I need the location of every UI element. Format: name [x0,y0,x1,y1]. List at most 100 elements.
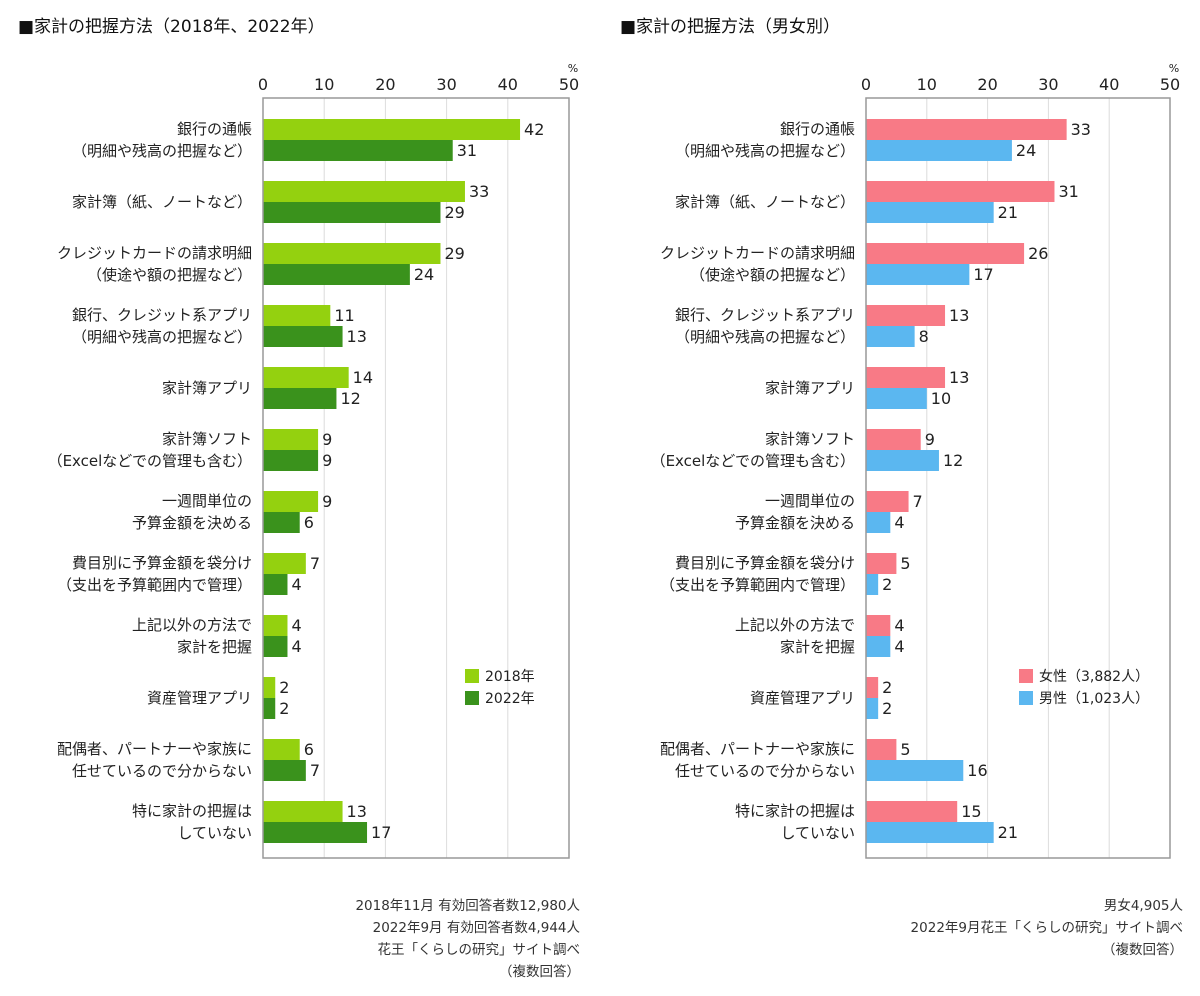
chart2-legend-label: 男性（1,023人） [1039,691,1149,707]
chart1-source-note: 2018年11月 有効回答者数12,980人 [355,897,580,914]
chart1-data-label: 9 [322,451,332,470]
chart2-data-label: 24 [1016,141,1036,160]
chart1-data-label: 4 [291,637,301,656]
chart2-data-label: 31 [1058,182,1078,201]
chart1-bar-2 [263,698,276,719]
chart1-category-label: 上記以外の方法で [132,616,252,634]
chart2-bar-2 [866,326,915,347]
chart2-category-label: 家計を把握 [780,638,855,656]
chart2-source-note: 男女4,905人 [1104,897,1184,914]
chart2-category-label: していない [780,824,855,842]
chart2-data-label: 2 [882,678,892,697]
chart2-category-label: 配偶者、パートナーや家族に [660,740,855,758]
chart2-category-label: クレジットカードの請求明細 [660,244,855,262]
chart1-bar-1 [263,801,343,822]
chart1-data-label: 4 [291,575,301,594]
chart1-category-label: 費目別に予算金額を袋分け [72,554,252,572]
chart2-data-label: 8 [919,327,929,346]
chart2-data-label: 13 [949,306,969,325]
chart2-category-label: 家計簿アプリ [765,379,855,397]
chart2-data-label: 2 [882,575,892,594]
chart1-bar-1 [263,181,465,202]
chart2-data-label: 33 [1071,120,1091,139]
chart1-category-label: （明細や残高の把握など） [72,142,252,160]
chart2-data-label: 12 [943,451,963,470]
chart2-category-label: 一週間単位の [765,492,855,510]
chart1-category-label: 家計簿アプリ [162,379,252,397]
chart2-data-label: 10 [931,389,951,408]
chart2-legend-label: 女性（3,882人） [1039,668,1149,685]
chart2-category-label: 銀行、クレジット系アプリ [675,306,855,324]
chart1-category-label: 予算金額を決める [132,514,252,532]
chart1-tick-label: 0 [258,75,268,94]
chart1-tick-label: 10 [314,75,334,94]
chart1-data-label: 2 [279,699,289,718]
chart1-bar-1 [263,491,319,512]
chart2-tick-label: 20 [977,75,997,94]
chart1-category-label: 家計簿ソフト [162,430,252,448]
chart2-source-note: 2022年9月花王「くらしの研究」サイト調べ [911,920,1183,936]
chart1-bar-1 [263,305,331,326]
chart1-category-label: 銀行、クレジット系アプリ [72,306,252,324]
chart2-tick-label: 10 [917,75,937,94]
chart1-bar-2 [263,636,288,657]
chart2-bar-2 [866,636,891,657]
chart1-tick-label: 40 [498,75,518,94]
chart1-legend-label: 2022年 [485,691,535,707]
chart1-data-label: 42 [524,120,544,139]
chart2-category-label: 上記以外の方法で [735,616,855,634]
chart2-data-label: 4 [894,637,904,656]
chart2-bar-1 [866,367,946,388]
chart2-tick-label: 40 [1099,75,1119,94]
chart2-data-label: 4 [894,513,904,532]
chart2-bar-1 [866,801,958,822]
chart1-tick-label: 50 [559,75,579,94]
chart1-data-label: 7 [310,761,320,780]
chart1-data-label: 9 [322,492,332,511]
chart1-legend-swatch [465,691,479,705]
chart1-data-label: 13 [347,327,367,346]
chart2-bar-1 [866,119,1067,140]
chart2-unit-label: % [1169,62,1179,75]
chart2-bar-1 [866,305,946,326]
chart2-bar-1 [866,243,1025,264]
chart2-category-label: （支出を予算範囲内で管理） [660,576,855,594]
chart1-category-label: （Excelなどでの管理も含む） [48,452,252,470]
chart1-data-label: 2 [279,678,289,697]
chart1-bar-1 [263,243,441,264]
chart2-bar-1 [866,739,897,760]
chart2-data-label: 16 [967,761,987,780]
chart1-data-label: 17 [371,823,391,842]
chart2-category-label: 資産管理アプリ [750,689,855,707]
chart1-data-label: 31 [457,141,477,160]
chart1-data-label: 13 [347,802,367,821]
chart2-bar-2 [866,698,879,719]
chart2-data-label: 9 [925,430,935,449]
chart2-category-label: （Excelなどでの管理も含む） [651,452,855,470]
chart1-category-label: クレジットカードの請求明細 [57,244,252,262]
chart1-data-label: 6 [304,740,314,759]
chart2-legend-swatch [1019,669,1033,683]
chart2-bar-2 [866,450,939,471]
chart1-category-label: 家計簿（紙、ノートなど） [72,193,252,211]
chart2-data-label: 4 [894,616,904,635]
chart1-bar-1 [263,119,521,140]
chart2-category-label: 特に家計の把握は [735,802,855,820]
chart1-data-label: 24 [414,265,434,284]
chart2-category-label: 家計簿ソフト [765,430,855,448]
chart2-data-label: 7 [913,492,923,511]
chart2-bar-2 [866,264,970,285]
chart2-data-label: 5 [900,554,910,573]
chart1-title: ■家計の把握方法（2018年、2022年） [18,17,325,37]
chart2-bar-1 [866,491,909,512]
chart1-bar-1 [263,429,319,450]
chart1-bar-2 [263,822,368,843]
chart2-bar-1 [866,181,1055,202]
chart2-data-label: 21 [998,823,1018,842]
chart1-category-label: （明細や残高の把握など） [72,328,252,346]
chart1-bar-1 [263,739,300,760]
chart1-bar-2 [263,388,337,409]
chart2-category-label: （明細や残高の把握など） [675,142,855,160]
chart1-data-label: 29 [444,203,464,222]
